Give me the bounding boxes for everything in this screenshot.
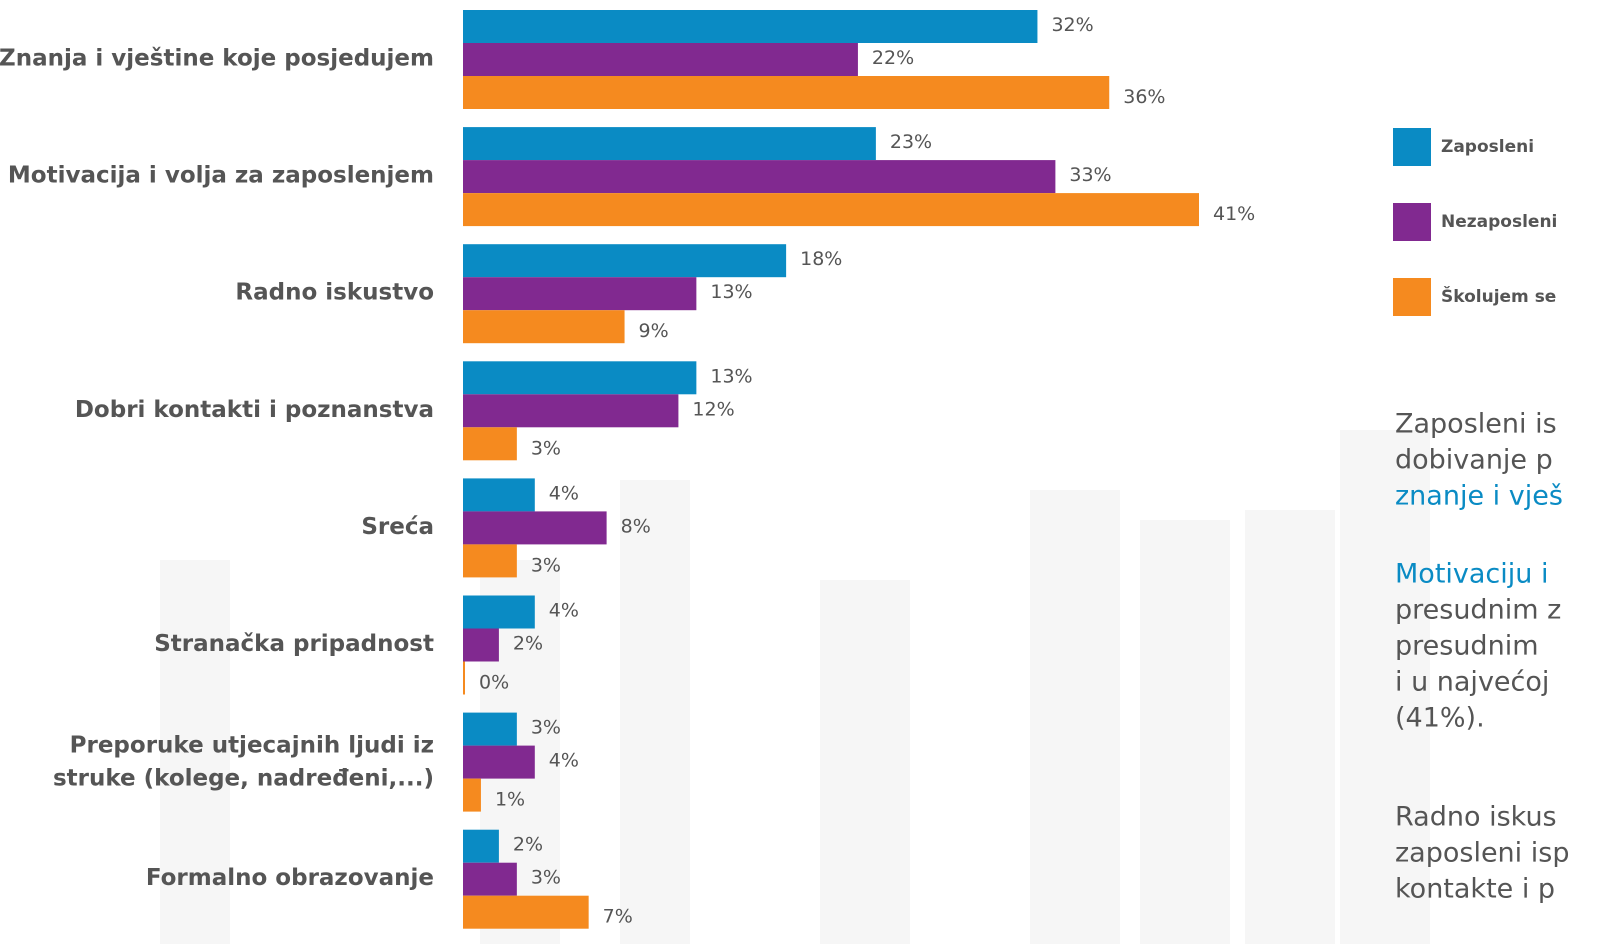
bar <box>463 10 1038 43</box>
category-label: Stranačka pripadnost <box>154 631 434 657</box>
bar <box>463 478 535 512</box>
bar <box>463 277 697 311</box>
bar <box>463 628 499 662</box>
value-label: 3% <box>531 437 561 459</box>
value-label: 13% <box>710 281 752 303</box>
note-line: Radno iskus <box>1395 802 1557 833</box>
note-line: i u najvećoj <box>1395 667 1549 698</box>
note-line: presudnim z <box>1395 595 1561 626</box>
value-label: 3% <box>531 717 561 739</box>
legend-label: Školujem se <box>1441 285 1556 307</box>
bar <box>463 595 535 629</box>
value-label: 18% <box>800 248 842 270</box>
bar <box>463 193 1199 227</box>
bar <box>463 76 1110 109</box>
bar <box>463 361 697 395</box>
legend-swatch <box>1393 203 1431 241</box>
bar <box>463 862 517 896</box>
legend-swatch <box>1393 278 1431 316</box>
note-line: Zaposleni is <box>1395 409 1557 440</box>
note-line: zaposleni isp <box>1395 838 1569 869</box>
bar <box>463 427 517 461</box>
value-label: 4% <box>549 750 579 772</box>
value-label: 1% <box>495 789 525 811</box>
value-label: 0% <box>479 672 509 694</box>
note-line: dobivanje p <box>1395 445 1553 476</box>
value-label: 22% <box>872 47 914 69</box>
bar <box>463 244 787 278</box>
category-label: Preporuke utjecajnih ljudi iz struke (kol… <box>53 732 434 791</box>
value-label: 41% <box>1213 203 1255 225</box>
note-line: presudnim <box>1395 631 1539 662</box>
bar <box>463 394 679 428</box>
bar <box>463 712 517 746</box>
note-line: Motivaciju i <box>1395 559 1548 590</box>
value-label: 4% <box>549 600 579 622</box>
bar <box>463 127 876 161</box>
value-label: 12% <box>692 398 734 420</box>
value-label: 4% <box>549 482 579 504</box>
category-label: Dobri kontakti i poznanstva <box>75 397 434 423</box>
value-label: 13% <box>710 365 752 387</box>
bar <box>463 661 465 695</box>
legend-label: Zaposleni <box>1441 137 1534 157</box>
value-label: 8% <box>621 515 651 537</box>
value-label: 32% <box>1051 14 1093 36</box>
note-line: (41%). <box>1395 703 1485 734</box>
bar <box>463 544 517 578</box>
bar <box>463 895 589 929</box>
bar <box>463 160 1056 194</box>
bar <box>463 43 858 76</box>
category-label: Sreća <box>361 514 434 540</box>
bar <box>463 310 625 344</box>
value-label: 23% <box>890 131 932 153</box>
bar <box>463 778 481 812</box>
bar <box>463 745 535 779</box>
value-label: 2% <box>513 834 543 856</box>
note-line: kontakte i p <box>1395 874 1555 905</box>
legend-swatch <box>1393 128 1431 166</box>
value-label: 33% <box>1069 164 1111 186</box>
category-label: Radno iskustvo <box>235 280 434 306</box>
category-label: Motivacija i volja za zaposlenjem <box>8 163 434 189</box>
value-label: 3% <box>531 554 561 576</box>
legend-label: Nezaposleni <box>1441 212 1557 232</box>
category-label: Formalno obrazovanje <box>146 865 434 891</box>
category-label: Znanja i vještine koje posjedujem <box>0 46 434 72</box>
value-label: 36% <box>1123 86 1165 108</box>
bar <box>463 511 607 545</box>
value-label: 9% <box>639 320 669 342</box>
bar <box>463 829 499 863</box>
value-label: 3% <box>531 867 561 889</box>
value-label: 2% <box>513 633 543 655</box>
value-label: 7% <box>603 906 633 928</box>
note-line: znanje i vješ <box>1395 481 1563 512</box>
